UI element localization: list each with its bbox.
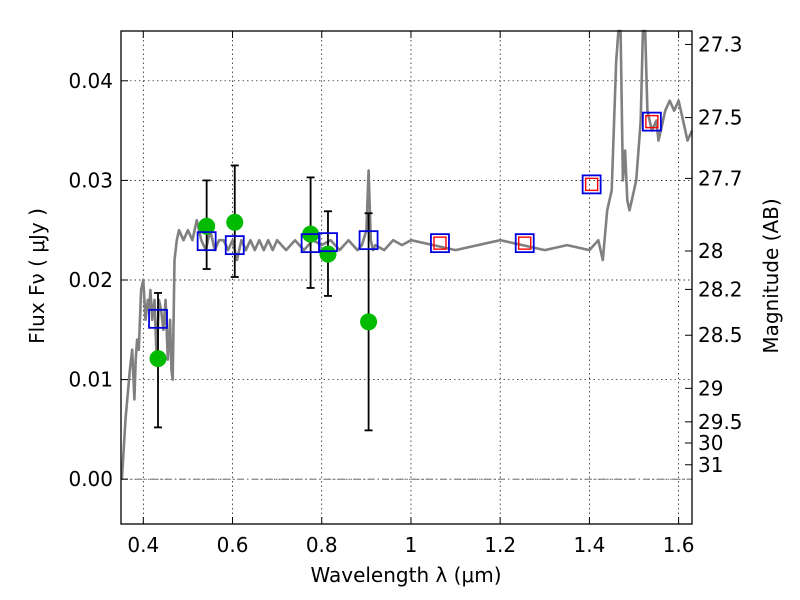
x-tick-label: 0.4 bbox=[127, 533, 159, 557]
x-tick-label: 1.6 bbox=[663, 533, 695, 557]
x-axis-title: Wavelength λ (μm) bbox=[310, 563, 501, 587]
model-square-blue bbox=[318, 232, 338, 253]
photometry-point bbox=[149, 350, 167, 368]
model-square-blue bbox=[581, 174, 602, 195]
model-square-red bbox=[584, 177, 599, 192]
x-tick-label: 0.6 bbox=[217, 533, 249, 557]
x-tick-label: 0.8 bbox=[306, 533, 338, 557]
model-squares-red bbox=[433, 114, 659, 250]
y-tick-label: 0.04 bbox=[68, 69, 113, 93]
y-tick-label: 0.00 bbox=[68, 467, 113, 491]
model-square-blue bbox=[148, 308, 168, 329]
right-tick-label: 31 bbox=[698, 453, 723, 477]
model-squares-blue bbox=[148, 111, 662, 329]
right-tick-label: 29.5 bbox=[698, 410, 743, 434]
model-square-blue bbox=[224, 235, 245, 256]
y-tick-label: 0.03 bbox=[68, 168, 113, 192]
y-axis-ticks: 0.00 0.01 0.02 0.03 0.04 bbox=[68, 69, 128, 491]
model-square-blue bbox=[196, 231, 217, 252]
right-tick-label: 28.5 bbox=[698, 323, 743, 347]
model-square-blue bbox=[641, 111, 662, 132]
model-square-blue bbox=[358, 230, 379, 251]
right-tick-label: 29 bbox=[698, 376, 723, 400]
x-tick-label: 1.2 bbox=[484, 533, 516, 557]
model-square-red bbox=[518, 236, 532, 250]
photometry-point bbox=[360, 313, 378, 331]
x-tick-label: 1 bbox=[405, 533, 418, 557]
plot-frame bbox=[120, 30, 693, 525]
photometry-point bbox=[226, 213, 244, 231]
model-square-blue bbox=[430, 233, 450, 254]
photometry-point bbox=[319, 245, 337, 263]
right-tick-label: 30 bbox=[698, 431, 723, 455]
y-tick-label: 0.01 bbox=[68, 368, 113, 392]
right-tick-label: 28 bbox=[698, 239, 723, 263]
model-square-red bbox=[433, 236, 447, 250]
grid-lines bbox=[121, 31, 692, 524]
x-axis-ticks: 0.4 0.6 0.8 1 1.2 1.4 1.6 bbox=[127, 31, 695, 557]
x-tick-label: 1.4 bbox=[573, 533, 605, 557]
right-axis-title: Magnitude (AB) bbox=[759, 198, 783, 353]
y-tick-label: 0.02 bbox=[68, 268, 113, 292]
model-square-red bbox=[645, 114, 659, 129]
right-tick-label: 28.2 bbox=[698, 277, 743, 301]
y-axis-title: Flux Fν ( μJy ) bbox=[25, 208, 49, 344]
photometry-point bbox=[198, 217, 216, 235]
model-square-blue bbox=[514, 233, 535, 254]
right-tick-label: 27.7 bbox=[698, 166, 743, 190]
right-tick-label: 27.3 bbox=[698, 32, 743, 56]
right-tick-label: 27.5 bbox=[698, 106, 743, 130]
photometry-points bbox=[149, 213, 378, 368]
